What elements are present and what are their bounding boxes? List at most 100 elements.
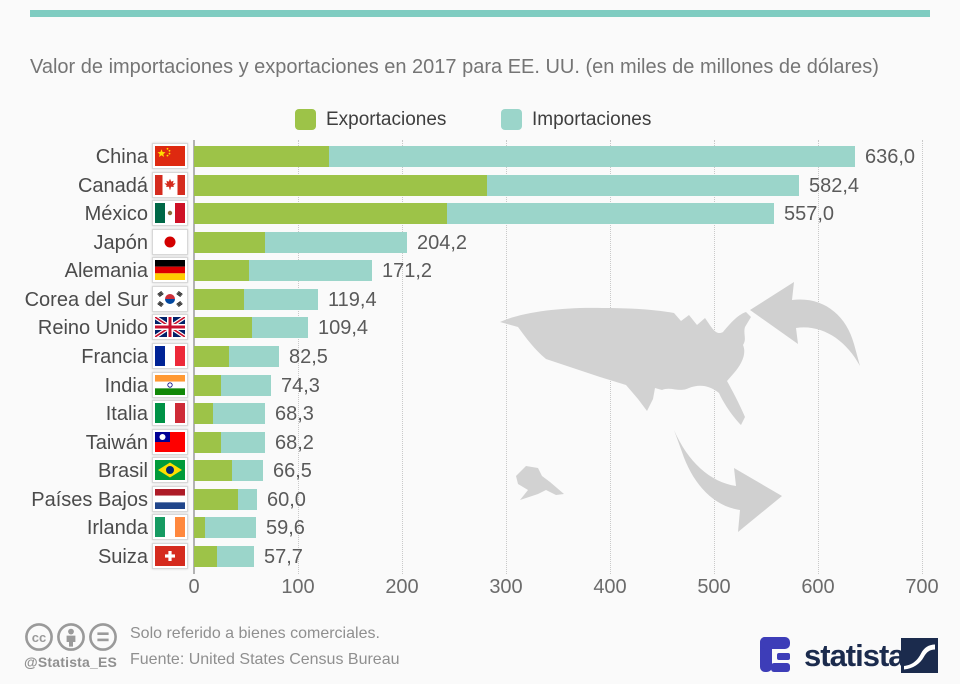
exports-bar-segment xyxy=(194,317,252,338)
flag-ie-icon xyxy=(152,514,188,540)
x-axis-tick-label: 700 xyxy=(905,576,939,598)
bar-value-label: 119,4 xyxy=(328,289,377,311)
country-label: Brasil xyxy=(97,460,148,482)
imports-bar-segment xyxy=(244,289,318,310)
cc-icon: cc xyxy=(25,623,53,651)
gridline xyxy=(298,140,299,574)
chart-legend: Exportaciones Importaciones xyxy=(0,108,960,132)
imports-bar-segment xyxy=(205,517,256,538)
exports-bar-segment xyxy=(194,175,487,196)
flag-kr-icon xyxy=(152,286,188,312)
flag-it-icon xyxy=(152,400,188,426)
exports-bar-segment xyxy=(194,146,329,167)
bar-value-label: 60,0 xyxy=(267,489,306,511)
flag-in-icon xyxy=(152,372,188,398)
exports-bar-segment xyxy=(194,432,221,453)
flag-ca-icon xyxy=(152,172,188,198)
bar-value-label: 66,5 xyxy=(273,460,312,482)
gridline xyxy=(402,140,403,574)
country-label: Alemania xyxy=(64,260,148,282)
statista-logo-glyph xyxy=(760,637,790,672)
alaska-silhouette xyxy=(516,466,564,500)
bar-value-label: 74,3 xyxy=(281,375,320,397)
imports-bar-segment xyxy=(238,489,257,510)
flag-de-icon xyxy=(152,257,188,283)
flag-cn-icon xyxy=(152,143,188,169)
cc-icon-text: cc xyxy=(32,630,46,645)
bar-value-label: 636,0 xyxy=(865,146,916,168)
statista-wordmark: statista xyxy=(804,638,906,673)
exports-bar-segment xyxy=(194,375,221,396)
footer-note-line1: Solo referido a bienes comerciales. xyxy=(130,625,380,642)
footer-source-line: Fuente: United States Census Bureau xyxy=(130,651,400,668)
gridline xyxy=(506,140,507,574)
imports-arrow-icon xyxy=(750,282,860,366)
country-label: Corea del Sur xyxy=(24,289,148,311)
bar-value-label: 59,6 xyxy=(266,517,305,539)
country-label: Italia xyxy=(105,403,148,425)
top-accent-bar xyxy=(30,10,930,17)
flag-mx-icon xyxy=(152,200,188,226)
flag-gb-icon xyxy=(152,314,188,340)
country-label: Irlanda xyxy=(86,517,148,539)
imports-bar-segment xyxy=(221,375,271,396)
imports-bar-segment xyxy=(265,232,407,253)
exports-bar-segment xyxy=(194,232,265,253)
country-label: China xyxy=(95,146,148,168)
exports-bar-segment xyxy=(194,546,217,567)
imports-bar-segment xyxy=(487,175,799,196)
x-axis-tick-label: 500 xyxy=(697,576,731,598)
statista-handle: @Statista_ES xyxy=(24,654,118,670)
chart-title: Valor de importaciones y exportaciones e… xyxy=(30,56,879,78)
exports-legend-label: Exportaciones xyxy=(326,109,447,130)
gridline xyxy=(818,140,819,574)
cc-license-icons: cc xyxy=(25,623,117,651)
imports-bar-segment xyxy=(329,146,855,167)
bar-value-label: 109,4 xyxy=(318,317,369,339)
exports-bar-segment xyxy=(194,489,238,510)
bar-value-label: 557,0 xyxy=(784,203,835,225)
attribution-person-icon xyxy=(57,623,85,651)
exports-legend-swatch xyxy=(295,109,316,130)
x-axis-tick-label: 600 xyxy=(801,576,835,598)
x-axis-tick-label: 100 xyxy=(281,576,315,598)
country-label: Taiwán xyxy=(85,432,148,454)
imports-bar-segment xyxy=(213,403,265,424)
x-axis-tick-label: 300 xyxy=(489,576,523,598)
country-label: India xyxy=(104,375,148,397)
bar-value-label: 582,4 xyxy=(809,175,860,197)
x-axis-tick-label: 400 xyxy=(593,576,627,598)
imports-bar-segment xyxy=(217,546,254,567)
exports-bar-segment xyxy=(194,346,229,367)
imports-bar-segment xyxy=(447,203,774,224)
bar-value-label: 68,3 xyxy=(275,403,314,425)
imports-bar-segment xyxy=(232,460,263,481)
statista-logo: statista xyxy=(760,636,940,676)
statista-logo-square-icon xyxy=(901,638,938,673)
country-label: Canadá xyxy=(77,175,148,197)
bar-value-label: 57,7 xyxy=(264,546,303,568)
flag-tw-icon xyxy=(152,429,188,455)
imports-bar-segment xyxy=(252,317,308,338)
country-label: Países Bajos xyxy=(31,489,148,511)
exports-bar-segment xyxy=(194,460,232,481)
flag-jp-icon xyxy=(152,229,188,255)
bar-value-label: 204,2 xyxy=(417,232,468,254)
usa-map-graphic xyxy=(500,282,860,532)
country-label: Francia xyxy=(81,346,148,368)
x-axis-tick-label: 0 xyxy=(188,576,200,598)
exports-bar-segment xyxy=(194,203,447,224)
flag-nl-icon xyxy=(152,486,188,512)
imports-legend-swatch xyxy=(501,109,522,130)
imports-bar-segment xyxy=(249,260,372,281)
flag-ch-icon xyxy=(152,543,188,569)
exports-bar-segment xyxy=(194,517,205,538)
exports-bar-segment xyxy=(194,403,213,424)
imports-bar-segment xyxy=(229,346,279,367)
x-axis-tick-label: 200 xyxy=(385,576,419,598)
country-label: Japón xyxy=(93,232,149,254)
imports-bar-segment xyxy=(221,432,265,453)
country-label: Reino Unido xyxy=(37,317,148,339)
usa-mainland-silhouette xyxy=(500,307,751,425)
